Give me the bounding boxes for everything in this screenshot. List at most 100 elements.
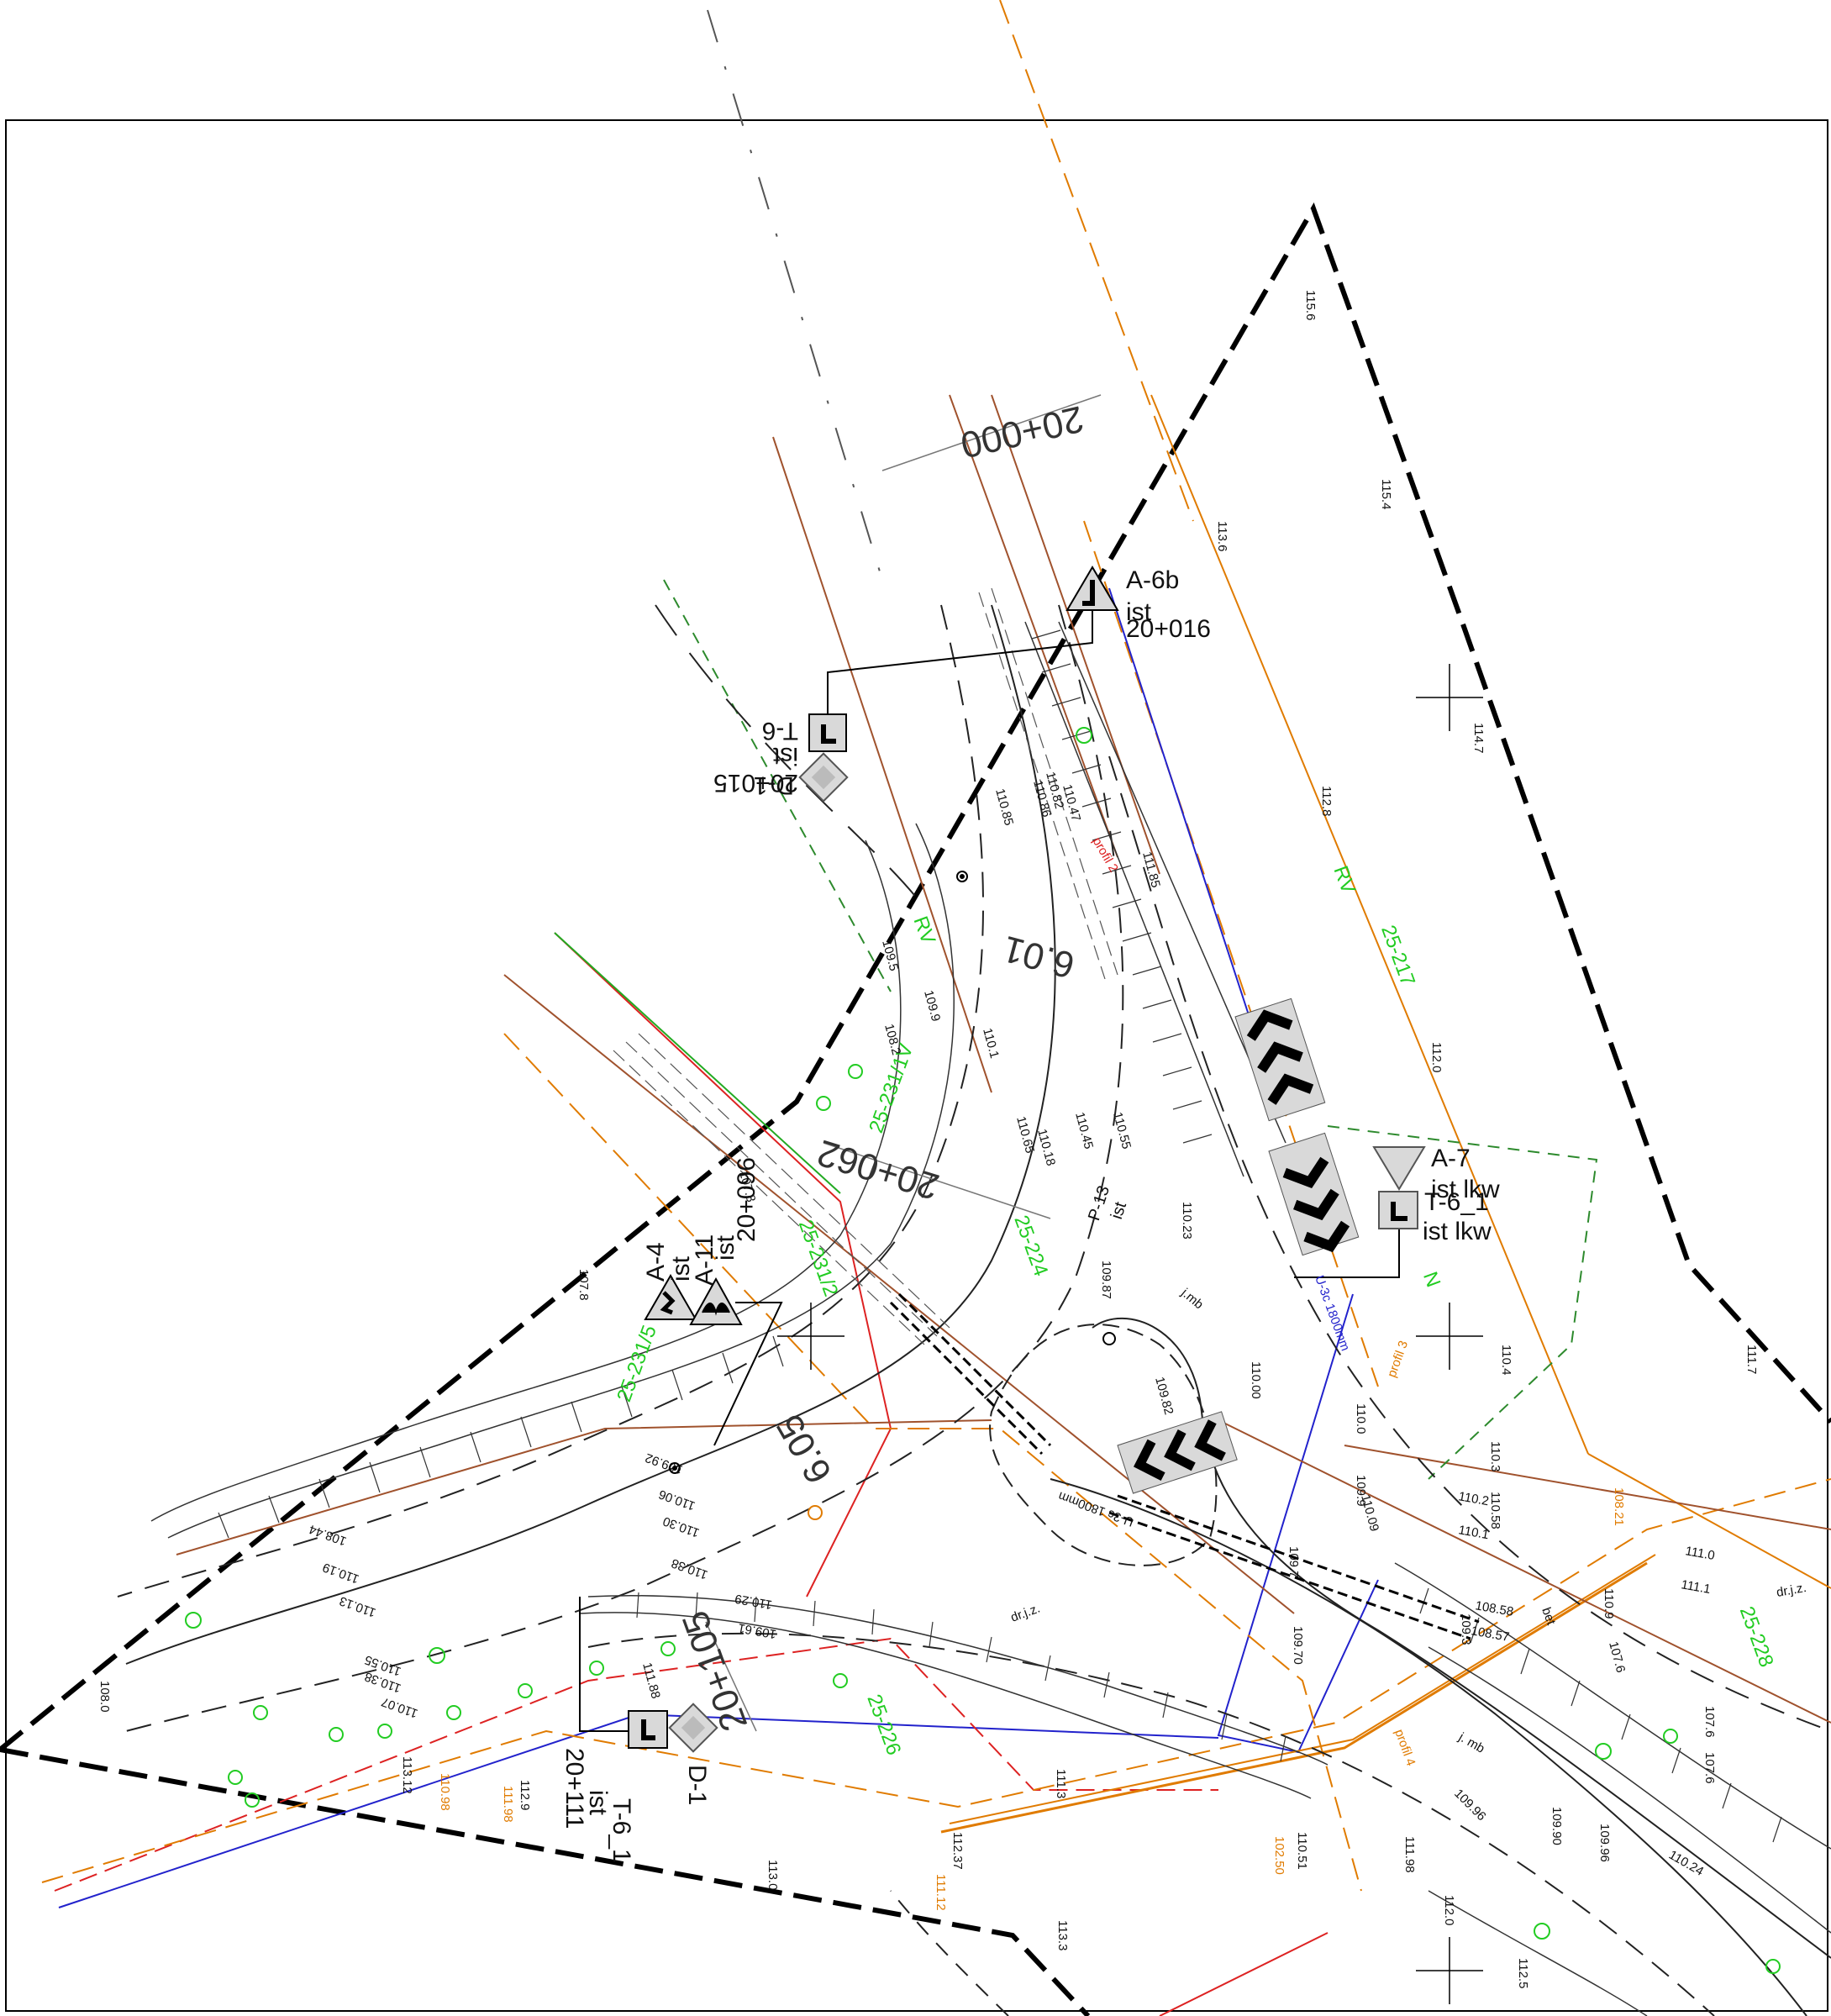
elevation: 110.23 [1180,1202,1194,1240]
elevation: 110.1 [1457,1523,1490,1542]
point-markers [669,871,1116,1520]
elevation: 108.57 [1470,1624,1510,1645]
elevation: 111.7 [1744,1345,1759,1374]
dimension-1: 6.01 [998,928,1078,986]
sign-t61b-code: T-6_1 [608,1798,635,1863]
sign-t61-code: T-6_1 [1424,1188,1489,1216]
elevation: 109.70 [1291,1626,1305,1665]
elevation: 107.6 [1606,1640,1628,1675]
sign-d1-code: D-1 [754,771,794,799]
drawing-frame [5,119,1828,2012]
green-label-25-231-5: 25-231/5 [613,1323,661,1405]
sign-a11-station: 20+096 [733,1157,760,1242]
elevation: 107.6 [1702,1752,1717,1784]
sign-a7-code: A-7 [1431,1145,1471,1172]
note: profil 4 [1392,1728,1418,1768]
elevation: 109.96 [1451,1787,1488,1824]
elevation: 109.61 [737,1620,777,1641]
yield-triangle-icon [1372,1146,1426,1191]
elevation: 112.8 [1319,786,1334,816]
chevron-board-1 [1234,997,1326,1122]
elevation: 108.44 [308,1522,349,1549]
sign-t6-code: T-6 [762,717,798,745]
sign-t6-group: T-6 ist 20+015 D-1 [713,713,849,803]
green-label-rv-2: RV [909,913,940,947]
dimension-2: 6.05 [769,1408,840,1491]
sign-leaders [579,605,1400,1732]
slope-hatching [150,621,1831,2016]
elevation: 113.6 [1215,521,1229,551]
orange-elevation: 102.50 [1272,1836,1286,1875]
sign-a4-code: A-4 [642,1242,670,1282]
elevation-labels: 115.6 115.4 113.6 114.7 112.8 112.0 111.… [97,290,1759,1988]
elevation: 112.0 [1442,1895,1456,1925]
top-axis-lines [707,0,1194,581]
elevation: 107.6 [1702,1706,1717,1738]
green-label-n: N [1418,1269,1444,1291]
elevation: 109.87 [1099,1261,1113,1299]
sign-t6-station: 20+015 [713,769,798,797]
elevation: 111.3 [1054,1769,1068,1798]
sign-t6-status: ist [772,742,798,770]
elevation: 113.0 [766,1860,780,1890]
dimension-labels: 6.01 6.05 [769,928,1079,1491]
slope-ticks [218,629,1782,1843]
traffic-island [989,1324,1218,1566]
elevation: 110.58 [1488,1492,1502,1529]
elevation: 111.88 [639,1661,663,1701]
sign-d1-t61-group: D-1 T-6_1 ist 20+111 [560,1703,718,1863]
elevation: 110.55 [1110,1111,1134,1151]
elevation: 109.90 [1550,1807,1564,1845]
elevation: 110.3 [1488,1441,1502,1471]
station-labels: 20+000 20+062 20+105 [675,397,1087,1736]
parallel-lines-nw [613,587,1118,1345]
sign-a11-code: A-11 [691,1234,718,1286]
sign-a7-status: ist lkw [1431,1176,1500,1203]
elevation: 113.3 [1055,1920,1070,1950]
sign-a6b-station: 20+016 [1126,615,1211,643]
green-label-25-228: 25-228 [1735,1603,1778,1670]
elevation: 112.9 [518,1780,532,1810]
elevation: 108.0 [97,1681,112,1713]
elevation: 109.82 [1152,1376,1176,1417]
sign-a4-status: ist [667,1255,695,1282]
note: j. mb [1455,1729,1487,1755]
elevation: 111.0 [1684,1544,1716,1563]
warning-uneven-road-icon [689,1276,743,1325]
note: bet [1539,1606,1558,1628]
elevation: 110.45 [1072,1111,1096,1151]
green-label-25-224: 25-224 [1009,1213,1052,1279]
station-ticks [705,394,1102,1732]
elevation: 107.8 [576,1269,591,1301]
project-boundary [0,202,1831,1752]
orange-elevation: 110.98 [438,1773,452,1811]
elevation: 111.98 [1402,1836,1417,1873]
elevation: 110.24 [1666,1848,1706,1879]
elevation: 110.38 [670,1555,710,1582]
elevation: 114.7 [1471,723,1486,753]
sign-a4-a11-group: A-4 ist A-11 ist 20+096 [642,1157,760,1325]
chevron-board-2 [1268,1132,1360,1256]
elevation: 110.2 [1457,1489,1490,1508]
elevation: 110.06 [657,1487,697,1513]
sign-t61b-station: 20+111 [560,1748,588,1829]
survey-crosses [777,664,1483,2004]
elevation: 110.85 [992,787,1016,828]
elevation: 113.12 [400,1756,414,1794]
sign-a6b: A-6b ist 20+016 [1065,566,1211,643]
elevation: 109.96 [1597,1824,1612,1862]
elevation: 109.3 [1459,1613,1473,1645]
sign-a6b-status: ist [1126,598,1152,626]
elevation: 111.85 [1139,850,1163,890]
utility-lines [41,394,1831,2016]
elevation: 110.07 [380,1694,420,1720]
orange-elevation-labels: 111.98 111.12 110.98 102.50 108.21 [438,1487,1626,1911]
sign-a7-group: A-7 ist lkw T-6_1 ist lkw [1372,1145,1500,1245]
note: profil 3 [1385,1339,1411,1379]
station-20062: 20+062 [813,1132,944,1208]
elevation: 112.37 [950,1832,965,1870]
elevation: 110.1 [980,1027,1002,1061]
elevation: 115.4 [1379,479,1393,509]
elevation: 109.9 [921,989,943,1024]
